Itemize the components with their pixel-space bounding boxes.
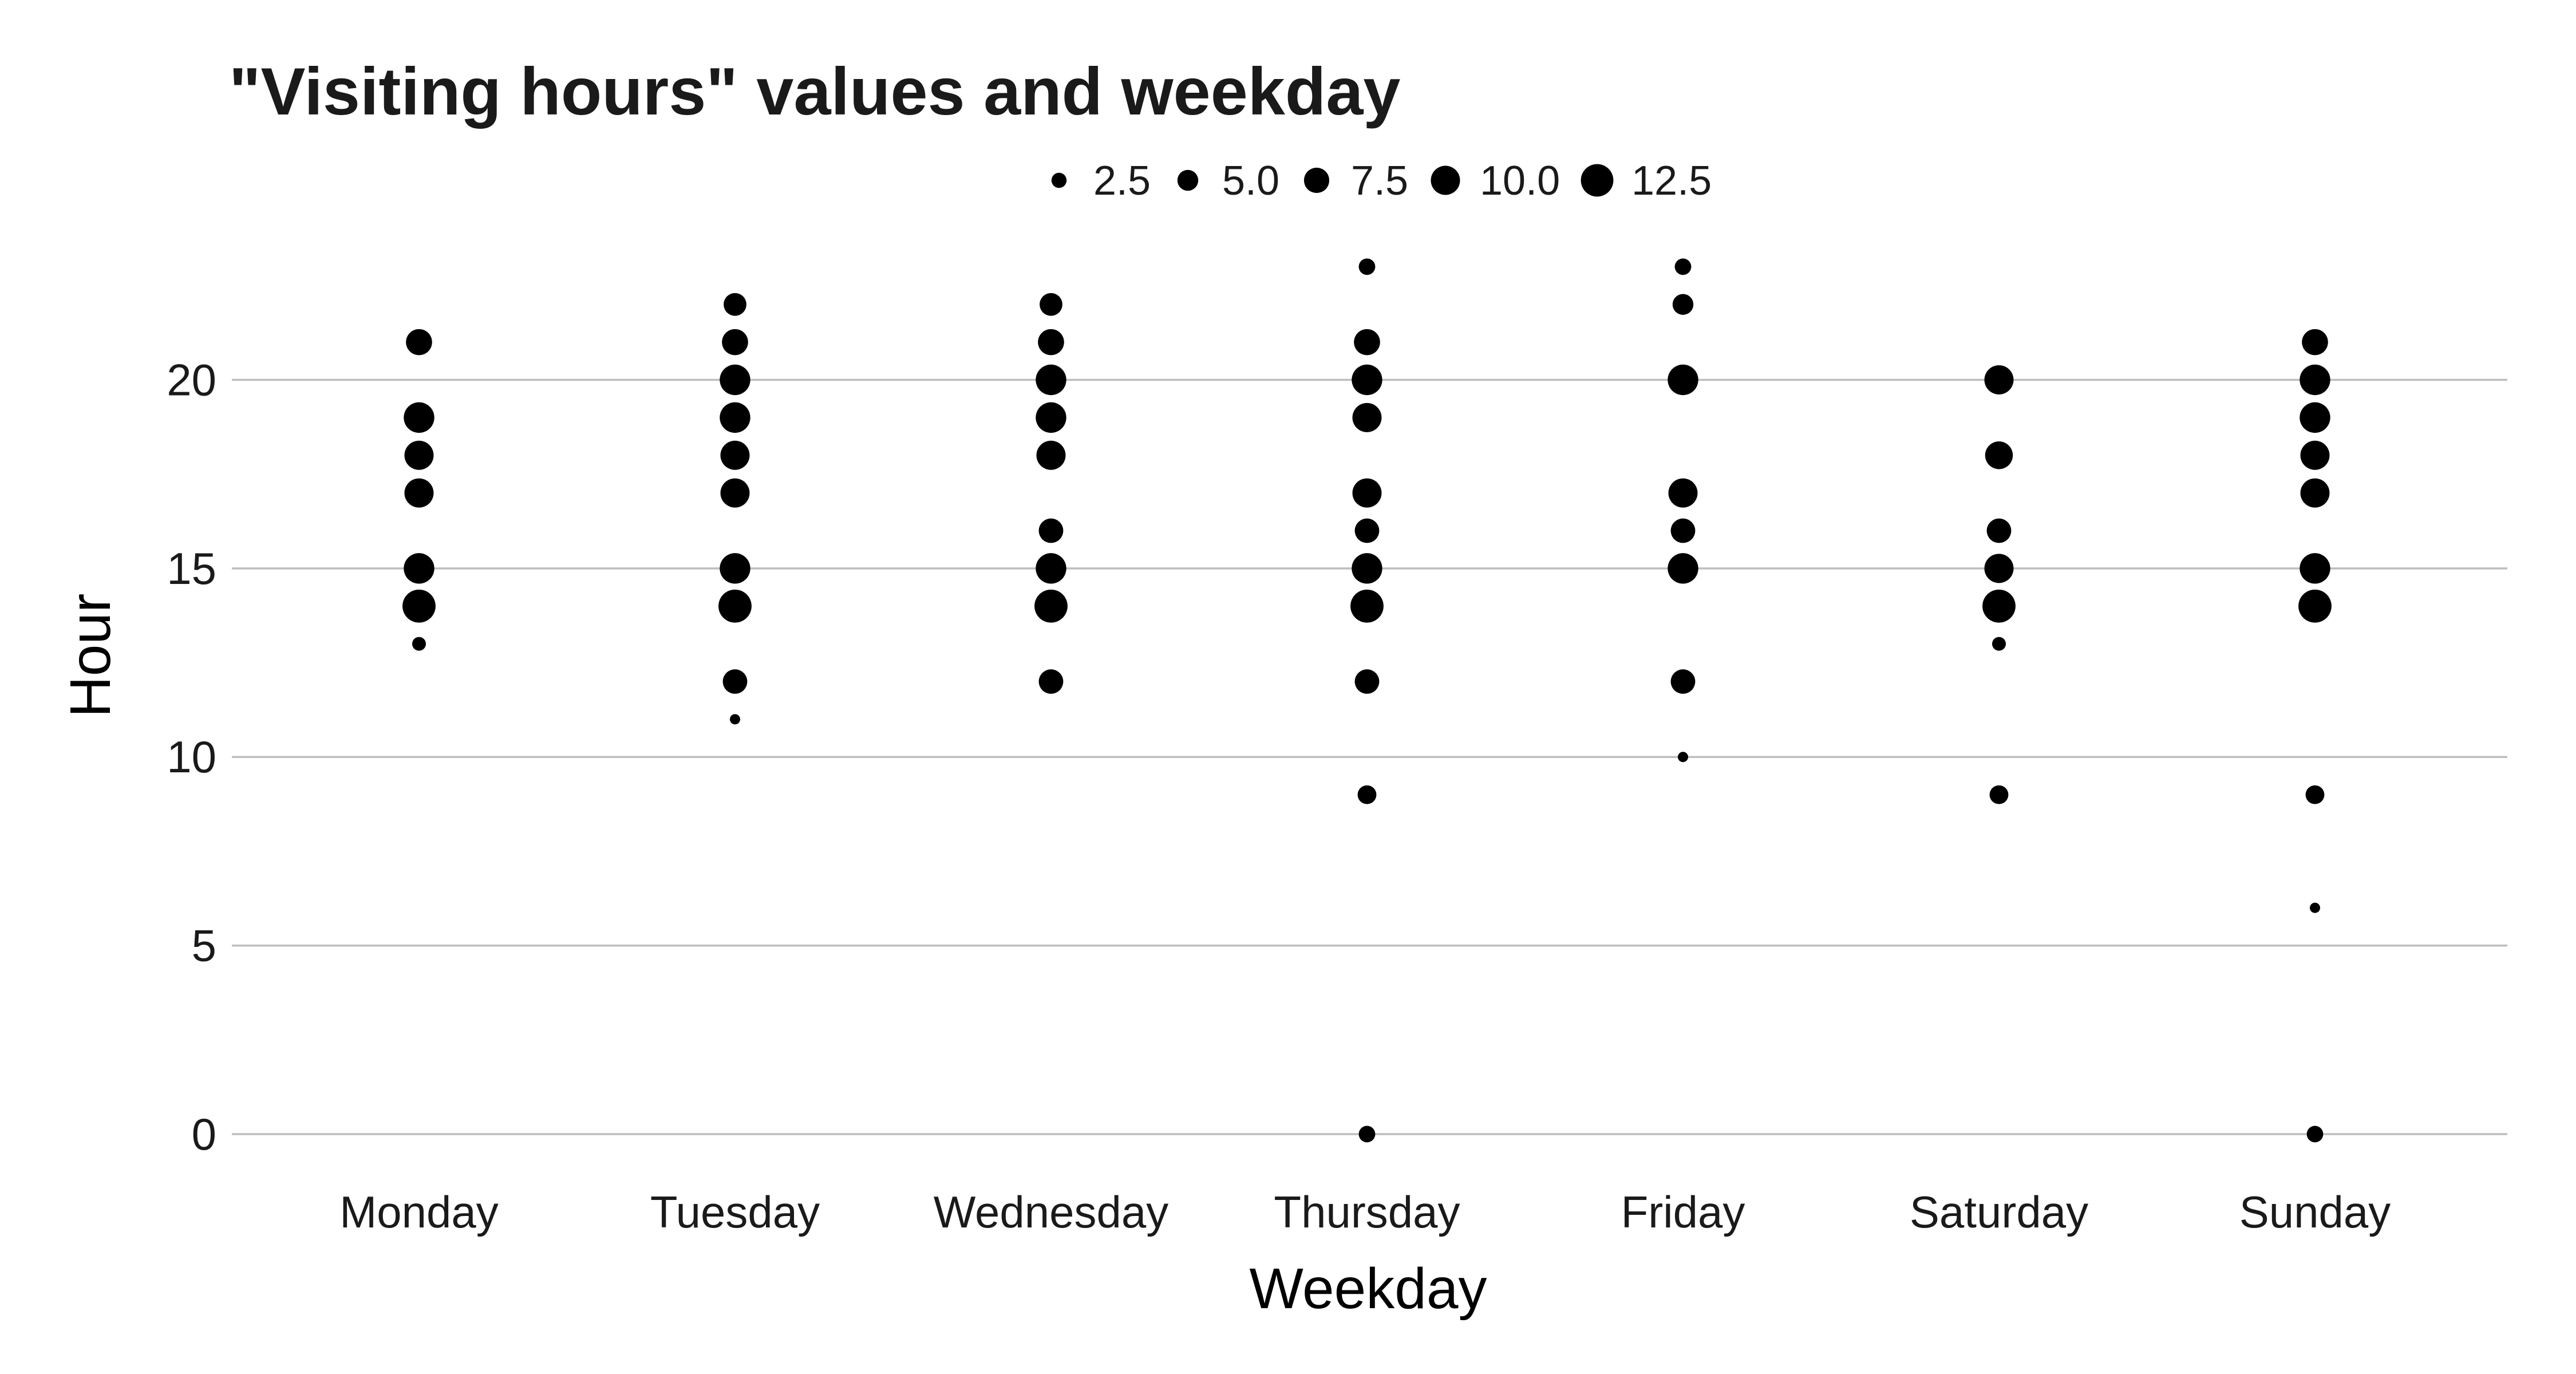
y-tick-label: 15 bbox=[167, 543, 216, 594]
data-point bbox=[2300, 440, 2330, 470]
x-tick-label: Monday bbox=[339, 1187, 499, 1237]
data-point bbox=[1038, 518, 1064, 543]
data-point bbox=[1670, 518, 1696, 543]
data-point bbox=[1358, 258, 1376, 275]
data-point bbox=[1982, 589, 2016, 623]
data-point bbox=[1989, 785, 2009, 804]
data-point bbox=[1352, 402, 1382, 432]
legend-label: 12.5 bbox=[1631, 158, 1712, 204]
x-tick-label: Tuesday bbox=[650, 1187, 820, 1237]
data-point bbox=[1985, 441, 2013, 469]
data-point bbox=[2302, 329, 2328, 356]
data-point bbox=[1668, 478, 1698, 508]
y-axis-ticks: 0 5 10 15 20 bbox=[167, 354, 216, 1159]
data-points bbox=[402, 258, 2332, 1143]
data-point bbox=[722, 669, 748, 694]
data-point bbox=[2300, 553, 2330, 584]
legend-key bbox=[1581, 164, 1614, 197]
data-point bbox=[1038, 669, 1064, 694]
x-axis-label: Weekday bbox=[1249, 1257, 1487, 1321]
data-point bbox=[2300, 478, 2330, 508]
data-point bbox=[1354, 329, 1380, 356]
data-point bbox=[1036, 553, 1066, 584]
data-point bbox=[404, 402, 434, 433]
data-point bbox=[2310, 902, 2320, 913]
data-point bbox=[2300, 402, 2330, 433]
legend-label: 5.0 bbox=[1222, 158, 1279, 204]
data-point bbox=[412, 637, 426, 651]
data-point bbox=[722, 329, 748, 356]
data-point bbox=[1678, 752, 1688, 763]
y-tick-label: 20 bbox=[167, 354, 216, 405]
data-point bbox=[1352, 364, 1382, 396]
data-point bbox=[404, 553, 434, 584]
data-point bbox=[1674, 258, 1692, 275]
x-tick-label: Wednesday bbox=[934, 1187, 1169, 1237]
data-point bbox=[724, 293, 746, 316]
y-tick-label: 0 bbox=[192, 1109, 216, 1159]
x-tick-label: Thursday bbox=[1274, 1187, 1460, 1237]
data-point bbox=[1034, 589, 1068, 623]
data-point bbox=[406, 329, 432, 356]
legend-key bbox=[1051, 172, 1067, 188]
data-point bbox=[1670, 669, 1696, 694]
x-tick-label: Saturday bbox=[1910, 1187, 2088, 1237]
legend-label: 7.5 bbox=[1351, 158, 1408, 204]
data-point bbox=[1038, 329, 1064, 356]
data-point bbox=[1036, 364, 1066, 396]
size-legend: 2.5 5.0 7.5 10.0 12.5 bbox=[1051, 158, 1712, 204]
data-point bbox=[1354, 518, 1380, 543]
data-point bbox=[1354, 669, 1380, 694]
x-tick-label: Friday bbox=[1621, 1187, 1745, 1237]
data-point bbox=[2306, 1126, 2324, 1143]
data-point bbox=[720, 402, 750, 433]
y-tick-label: 5 bbox=[192, 921, 216, 971]
data-point bbox=[404, 440, 434, 470]
data-point bbox=[720, 364, 750, 396]
data-point bbox=[1036, 440, 1066, 470]
data-point bbox=[1358, 1126, 1376, 1143]
data-point bbox=[1350, 589, 1384, 623]
data-point bbox=[720, 553, 750, 584]
data-point bbox=[1984, 365, 2014, 394]
data-point bbox=[720, 440, 750, 470]
data-point bbox=[1357, 785, 1377, 804]
x-tick-label: Sunday bbox=[2239, 1187, 2391, 1237]
data-point bbox=[402, 589, 436, 623]
data-point bbox=[730, 714, 740, 725]
y-axis-label: Hour bbox=[58, 594, 123, 718]
x-axis-ticks: Monday Tuesday Wednesday Thursday Friday Satu… bbox=[339, 1187, 2391, 1237]
data-point bbox=[718, 589, 752, 623]
chart-title: "Visiting hours" values and weekday bbox=[229, 54, 1400, 129]
data-point bbox=[2305, 785, 2325, 804]
data-point bbox=[720, 478, 750, 508]
data-point bbox=[1040, 293, 1062, 316]
data-point bbox=[1992, 637, 2006, 651]
data-point bbox=[1986, 518, 2012, 543]
legend-key bbox=[1177, 169, 1199, 191]
legend-label: 2.5 bbox=[1093, 158, 1151, 204]
data-point bbox=[404, 478, 434, 508]
y-tick-label: 10 bbox=[167, 732, 216, 782]
data-point bbox=[1672, 294, 1694, 315]
legend-label: 10.0 bbox=[1480, 158, 1560, 204]
data-point bbox=[1036, 402, 1066, 433]
data-point bbox=[1352, 553, 1382, 584]
legend-key bbox=[1303, 167, 1330, 194]
data-point bbox=[1352, 478, 1382, 508]
data-point bbox=[2298, 589, 2332, 623]
data-point bbox=[1984, 554, 2014, 583]
data-point bbox=[1668, 364, 1698, 396]
data-point bbox=[1668, 553, 1698, 584]
legend-key bbox=[1431, 165, 1460, 195]
data-point bbox=[2300, 364, 2330, 396]
